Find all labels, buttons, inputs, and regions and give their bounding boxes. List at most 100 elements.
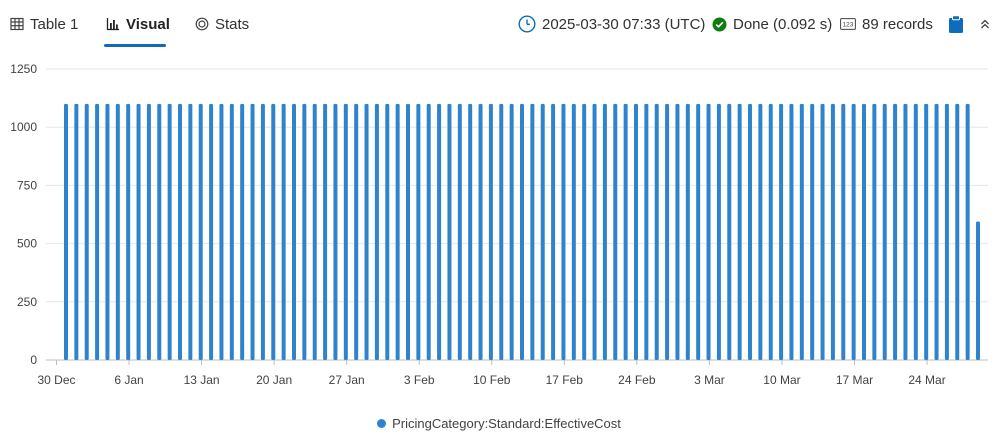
clipboard-icon: [948, 14, 964, 34]
bar: [354, 103, 359, 361]
y-tick-label: 500: [17, 237, 37, 251]
bar: [374, 103, 379, 361]
records-text: 89 records: [862, 15, 933, 33]
x-tick-label: 3 Mar: [694, 373, 725, 387]
results-toolbar: Table 1 Visual Stats: [0, 0, 998, 48]
bar: [965, 103, 970, 361]
bar: [240, 103, 245, 361]
bar: [437, 103, 442, 361]
bar: [198, 103, 203, 361]
x-tick-label: 3 Feb: [404, 373, 435, 387]
bar: [416, 103, 421, 361]
bar: [789, 103, 794, 361]
bar: [654, 103, 659, 361]
copy-button[interactable]: [948, 8, 964, 40]
bar: [561, 103, 566, 361]
records-status: 123 89 records: [840, 8, 933, 40]
bar: [779, 103, 784, 361]
tab-stats[interactable]: Stats: [195, 8, 249, 40]
bar: [602, 103, 607, 361]
y-tick-label: 0: [30, 353, 37, 367]
y-tick-label: 750: [17, 178, 37, 192]
x-tick-label: 10 Feb: [473, 373, 511, 387]
tab-label: Stats: [215, 15, 250, 33]
chevron-double-up-icon: [980, 18, 990, 30]
bar: [592, 103, 597, 361]
bar: [530, 103, 535, 361]
bar: [302, 103, 307, 361]
bar: [447, 103, 452, 361]
collapse-button[interactable]: [980, 8, 990, 40]
bar: [209, 103, 214, 361]
records-count-icon: 123: [840, 18, 856, 30]
bar: [976, 221, 980, 360]
bar: [219, 103, 224, 361]
bar: [882, 103, 887, 361]
x-tick-label: 30 Dec: [37, 373, 75, 387]
bar: [333, 103, 338, 361]
bar: [509, 103, 514, 361]
bar: [468, 103, 473, 361]
chart-legend[interactable]: PricingCategory:Standard:EffectiveCost: [0, 412, 998, 434]
check-circle-icon: [712, 17, 727, 32]
y-tick-label: 250: [17, 295, 37, 309]
bar: [893, 103, 898, 361]
tab-label: Visual: [126, 15, 170, 33]
bar: [571, 103, 576, 361]
bar-chart: 0 250 500 750 1000 1250 30 Dec 6 Jan 13 Jan 20 Ja…: [10, 62, 988, 387]
bar: [727, 103, 732, 361]
bar: [820, 103, 825, 361]
bar: [406, 103, 410, 361]
bar: [644, 103, 649, 361]
svg-text:123: 123: [843, 22, 854, 29]
bar: [281, 103, 286, 361]
legend-label: PricingCategory:Standard:EffectiveCost: [392, 415, 621, 431]
tab-table-1[interactable]: Table 1: [10, 8, 78, 40]
bar: [188, 103, 193, 361]
tab-visual[interactable]: Visual: [106, 8, 170, 40]
bar: [540, 103, 545, 361]
bar: [136, 103, 141, 361]
bar: [271, 103, 276, 361]
bar: [520, 103, 524, 361]
bar: [178, 103, 182, 361]
bar: [862, 103, 866, 361]
table-icon: [10, 17, 24, 31]
bar: [343, 103, 348, 361]
bar: [250, 103, 255, 361]
bar: [851, 103, 856, 361]
bar: [872, 103, 877, 361]
bar: [716, 103, 721, 361]
bar: [903, 103, 908, 361]
y-tick-label: 1250: [10, 62, 37, 76]
x-tick-label: 24 Feb: [618, 373, 656, 387]
x-tick-label: 24 Mar: [908, 373, 945, 387]
bar: [685, 103, 690, 361]
bar: [955, 103, 960, 361]
bar: [95, 103, 100, 361]
bar: [426, 103, 431, 361]
bar: [551, 103, 556, 361]
bar: [292, 103, 296, 361]
bar: [944, 103, 949, 361]
bar: [737, 103, 742, 361]
done-status: Done (0.092 s): [712, 8, 832, 40]
clock-icon: [518, 15, 536, 33]
timestamp-status: 2025-03-30 07:33 (UTC): [518, 8, 705, 40]
bar: [146, 103, 151, 361]
bar: [499, 103, 504, 361]
bar: [478, 103, 483, 361]
bar: [841, 103, 846, 361]
bar: [934, 103, 939, 361]
bar: [84, 103, 89, 361]
bar: [167, 103, 172, 361]
y-tick-label: 1000: [10, 120, 37, 134]
x-tick-label: 27 Jan: [329, 373, 365, 387]
bar: [799, 103, 804, 361]
bar: [364, 103, 369, 361]
bar: [830, 103, 835, 361]
bar: [323, 103, 328, 361]
x-tick-label: 20 Jan: [256, 373, 292, 387]
bar: [613, 103, 618, 361]
bar: [924, 103, 929, 361]
